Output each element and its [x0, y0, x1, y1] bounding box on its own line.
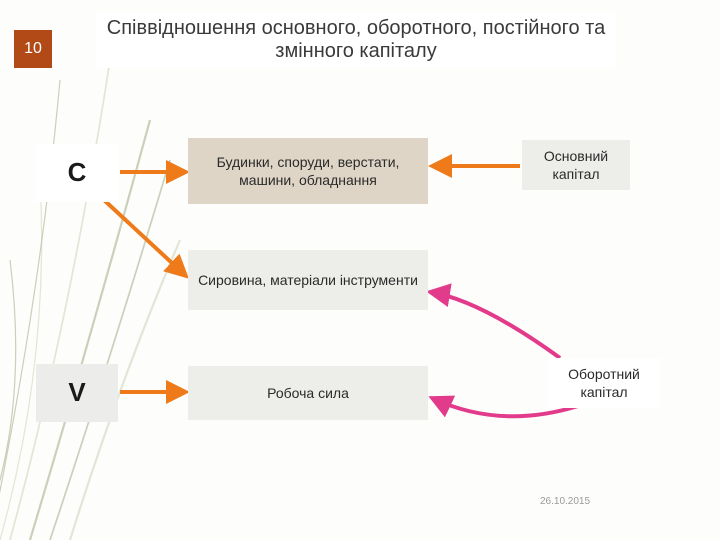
page-title: Співвідношення основного, оборотного, по… — [96, 12, 616, 68]
node-materials-label: Сировина, матеріали інструменти — [198, 271, 418, 289]
footer-date-text: 26.10.2015 — [540, 496, 590, 507]
node-labor-label: Робоча сила — [267, 384, 349, 402]
node-fixed-capital: Основний капітал — [522, 140, 630, 190]
node-working-capital: Оборотний капітал — [548, 358, 660, 408]
slide-number-badge: 10 — [14, 30, 52, 68]
node-c-label: С — [68, 156, 87, 190]
node-v: V — [36, 364, 118, 422]
node-materials: Сировина, матеріали інструменти — [188, 250, 428, 310]
node-working-capital-label: Оборотний капітал — [548, 365, 660, 401]
slide-number-text: 10 — [24, 40, 42, 58]
footer-date: 26.10.2015 — [540, 496, 590, 507]
node-buildings-label: Будинки, споруди, верстати, машини, обла… — [188, 153, 428, 189]
node-buildings: Будинки, споруди, верстати, машини, обла… — [188, 138, 428, 204]
node-fixed-capital-label: Основний капітал — [522, 147, 630, 183]
node-labor: Робоча сила — [188, 366, 428, 420]
title-text: Співвідношення основного, оборотного, по… — [104, 17, 608, 63]
node-v-label: V — [68, 376, 85, 410]
node-c: С — [36, 144, 118, 202]
